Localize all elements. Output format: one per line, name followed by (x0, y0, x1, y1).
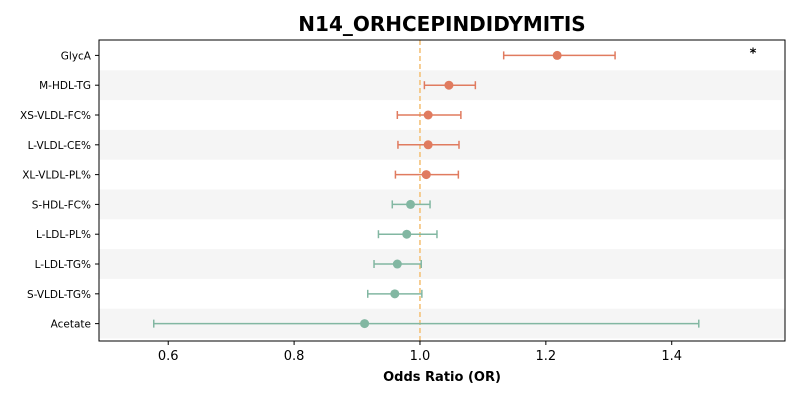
row-stripe (99, 249, 785, 279)
forest-row (373, 259, 422, 269)
significance-marker: * (750, 46, 757, 61)
forest-row (366, 289, 423, 299)
x-tick-label: 1.0 (410, 349, 431, 364)
row-stripe (99, 189, 785, 220)
category-label: L-LDL-PL% (36, 229, 91, 241)
x-tick-label: 0.6 (158, 349, 179, 364)
forest-row (391, 199, 431, 209)
or-point (390, 289, 400, 299)
category-label: L-VLDL-CE% (28, 140, 91, 152)
forest-row (397, 140, 460, 150)
or-point (392, 259, 402, 269)
or-point (402, 229, 412, 239)
category-labels: GlycA M-HDL-TG XS-VLDL-FC% L-VLDL-CE% XL-VLD… (20, 50, 99, 331)
category-label: L-LDL-TG% (35, 259, 91, 271)
x-tick-label: 0.8 (284, 349, 305, 364)
or-point (406, 199, 416, 209)
category-label: S-VLDL-TG% (27, 289, 91, 301)
x-tick-label: 1.2 (536, 349, 557, 364)
category-label: XS-VLDL-FC% (20, 110, 91, 122)
forest-row (153, 319, 700, 329)
category-label: Acetate (51, 319, 91, 331)
or-point (421, 170, 431, 180)
x-axis-label: Odds Ratio (OR) (383, 370, 501, 385)
forest-row (396, 110, 462, 120)
x-tick-label: 1.4 (661, 349, 682, 364)
forest-row (377, 229, 438, 239)
category-label: S-HDL-FC% (32, 199, 91, 211)
or-point (444, 80, 454, 90)
forest-row (423, 80, 477, 90)
forest-row: * (502, 46, 757, 61)
or-point (423, 110, 433, 120)
category-label: M-HDL-TG (39, 80, 91, 92)
or-point (423, 140, 433, 150)
data-marks: * (153, 46, 757, 329)
category-label: XL-VLDL-PL% (22, 170, 91, 182)
chart-title: N14_ORHCEPINDIDYMITIS (298, 12, 585, 36)
x-axis: 0.6 0.8 1.0 1.2 1.4 (158, 341, 682, 364)
or-point (360, 319, 370, 329)
or-point (552, 50, 562, 60)
forest-row (394, 170, 460, 180)
category-label: GlycA (61, 50, 92, 62)
row-stripes (99, 70, 785, 339)
plot-frame (98, 39, 786, 342)
